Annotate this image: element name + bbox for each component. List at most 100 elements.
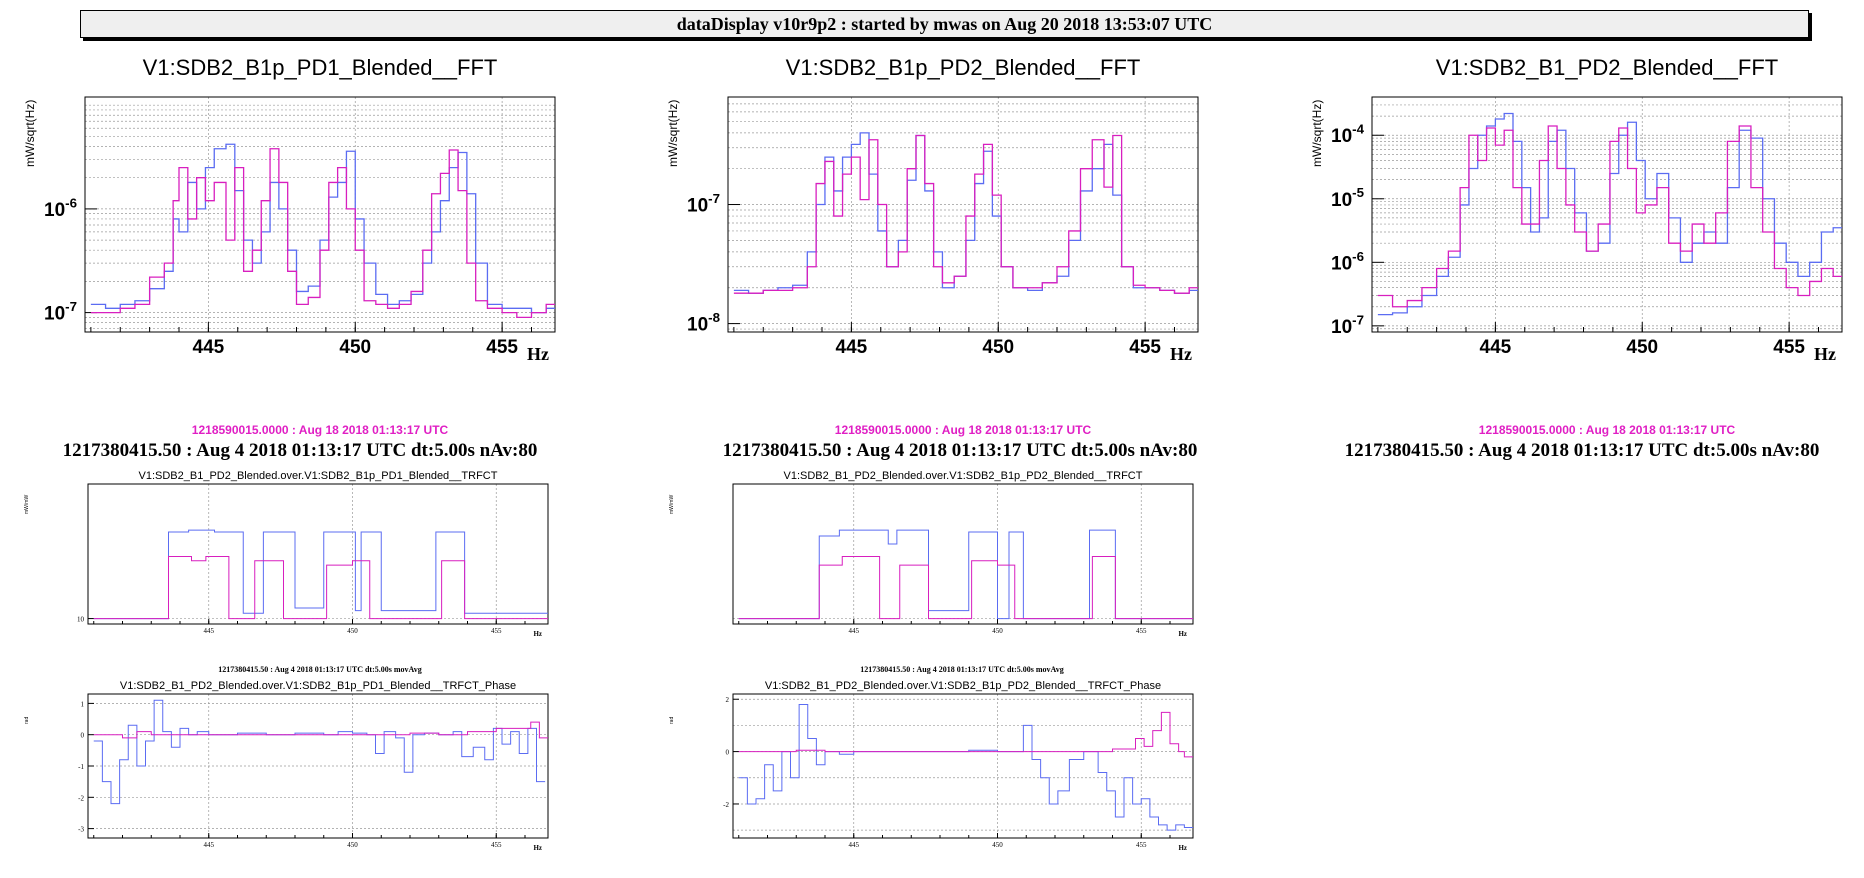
plot-frame [1371, 96, 1843, 333]
acquisition-info: 1217380415.50 : Aug 4 2018 01:13:17 UTC … [1344, 440, 1820, 461]
y-tick-label: -3 [78, 826, 84, 834]
header-title: dataDisplay v10r9p2 : started by mwas on… [676, 14, 1213, 34]
x-tick-label: 450 [347, 841, 358, 849]
y-tick-label: 10-8 [687, 310, 720, 336]
grid [728, 96, 1198, 332]
x-tick-label: 455 [491, 627, 502, 635]
chart-title: V1:SDB2_B1_PD2_Blended.over.V1:SDB2_B1p_… [764, 680, 1162, 692]
grid [1372, 96, 1842, 333]
reference-timestamp: 1218590015.0000 : Aug 18 2018 01:13:17 U… [1478, 423, 1736, 437]
x-axis-label: Hz [527, 344, 549, 364]
x-tick-label: 455 [1136, 627, 1147, 635]
series-line-magenta [93, 721, 548, 739]
series-line-magenta [738, 555, 1193, 620]
x-tick-label: 445 [204, 627, 215, 635]
x-tick-label: 455 [486, 337, 518, 358]
plot-frame [87, 483, 549, 625]
chart-title: V1:SDB2_B1_PD2_Blended__FFT [1435, 55, 1779, 80]
grid [733, 484, 1193, 624]
series-line-blue [93, 529, 548, 620]
x-tick-label: 450 [982, 337, 1014, 358]
chart-title: V1:SDB2_B1p_PD1_Blended__FFT [142, 55, 498, 80]
series-line-blue [90, 143, 555, 314]
chart-title: V1:SDB2_B1p_PD2_Blended__FFT [785, 55, 1141, 80]
y-axis-label: rad [24, 716, 30, 724]
y-tick-label: 10 [77, 616, 85, 624]
series-line-magenta [93, 555, 548, 620]
y-tick-label: 10-5 [1331, 185, 1365, 211]
y-tick-label: 10-4 [1331, 122, 1365, 148]
series-line-blue [1377, 112, 1842, 316]
acquisition-info: 1217380415.50 : Aug 4 2018 01:13:17 UTC … [62, 440, 538, 461]
x-axis-label: Hz [533, 844, 542, 852]
x-tick-label: 450 [347, 627, 358, 635]
x-tick-label: 445 [193, 337, 225, 358]
y-tick-label: 10-7 [1331, 312, 1364, 338]
grid [88, 694, 548, 838]
y-tick-label: 10-6 [44, 195, 77, 221]
x-axis-label: Hz [1178, 630, 1187, 638]
y-tick-label: -1 [78, 763, 84, 771]
y-tick-label: 10-7 [687, 191, 720, 217]
y-tick-label: 10-6 [1331, 249, 1364, 275]
grid [733, 694, 1193, 838]
header-bar: dataDisplay v10r9p2 : started by mwas on… [80, 10, 1809, 38]
series-line-magenta [738, 711, 1193, 758]
plot-frame [732, 483, 1194, 625]
series-line-blue [738, 703, 1193, 831]
acquisition-info: 1217380415.50 : Aug 4 2018 01:13:17 UTC … [218, 665, 422, 674]
x-tick-label: 455 [1129, 337, 1161, 358]
x-axis-label: Hz [1814, 344, 1836, 364]
y-tick-label: 10-7 [44, 299, 77, 325]
series-line-blue [93, 699, 546, 805]
x-tick-label: 445 [849, 841, 860, 849]
plot-frame [87, 693, 549, 839]
y-tick-label: 2 [726, 696, 730, 704]
series-line-magenta [733, 134, 1198, 294]
y-axis-label: mW/mW [669, 494, 675, 514]
x-tick-label: 455 [1136, 841, 1147, 849]
acquisition-info: 1217380415.50 : Aug 4 2018 01:13:17 UTC … [860, 665, 1064, 674]
x-tick-label: 450 [339, 337, 371, 358]
series-line-magenta [90, 148, 555, 318]
x-tick-label: 455 [491, 841, 502, 849]
y-axis-label: mW/sqrt(Hz) [666, 99, 680, 167]
y-tick-label: 0 [726, 749, 730, 757]
x-tick-label: 445 [204, 841, 215, 849]
y-tick-label: 0 [81, 732, 85, 740]
x-tick-label: 445 [849, 627, 860, 635]
x-tick-label: 455 [1773, 337, 1805, 358]
plot-frame [727, 96, 1199, 333]
reference-timestamp: 1218590015.0000 : Aug 18 2018 01:13:17 U… [191, 423, 449, 437]
acquisition-info: 1217380415.50 : Aug 4 2018 01:13:17 UTC … [722, 440, 1198, 461]
reference-timestamp: 1218590015.0000 : Aug 18 2018 01:13:17 U… [834, 423, 1092, 437]
chart-title: V1:SDB2_B1_PD2_Blended.over.V1:SDB2_B1p_… [138, 470, 498, 482]
plot-frame [84, 96, 556, 333]
x-axis-label: Hz [533, 630, 542, 638]
chart-title: V1:SDB2_B1_PD2_Blended.over.V1:SDB2_B1p_… [783, 470, 1143, 482]
series-line-magenta [1377, 125, 1842, 308]
x-tick-label: 450 [992, 841, 1003, 849]
chart-title: V1:SDB2_B1_PD2_Blended.over.V1:SDB2_B1p_… [119, 680, 517, 692]
grid [88, 484, 548, 624]
series-line-blue [733, 132, 1198, 294]
y-axis-label: rad [669, 716, 675, 724]
y-axis-label: mW/sqrt(Hz) [23, 99, 37, 167]
x-tick-label: 445 [836, 337, 868, 358]
grid [85, 97, 555, 332]
y-axis-label: mW/sqrt(Hz) [1310, 99, 1324, 167]
x-tick-label: 445 [1480, 337, 1512, 358]
series-line-blue [738, 529, 1193, 620]
y-tick-label: -2 [723, 801, 729, 809]
y-tick-label: 1 [81, 700, 85, 708]
y-axis-label: mW/mW [24, 494, 30, 514]
y-tick-label: -2 [78, 794, 84, 802]
x-tick-label: 450 [1626, 337, 1658, 358]
